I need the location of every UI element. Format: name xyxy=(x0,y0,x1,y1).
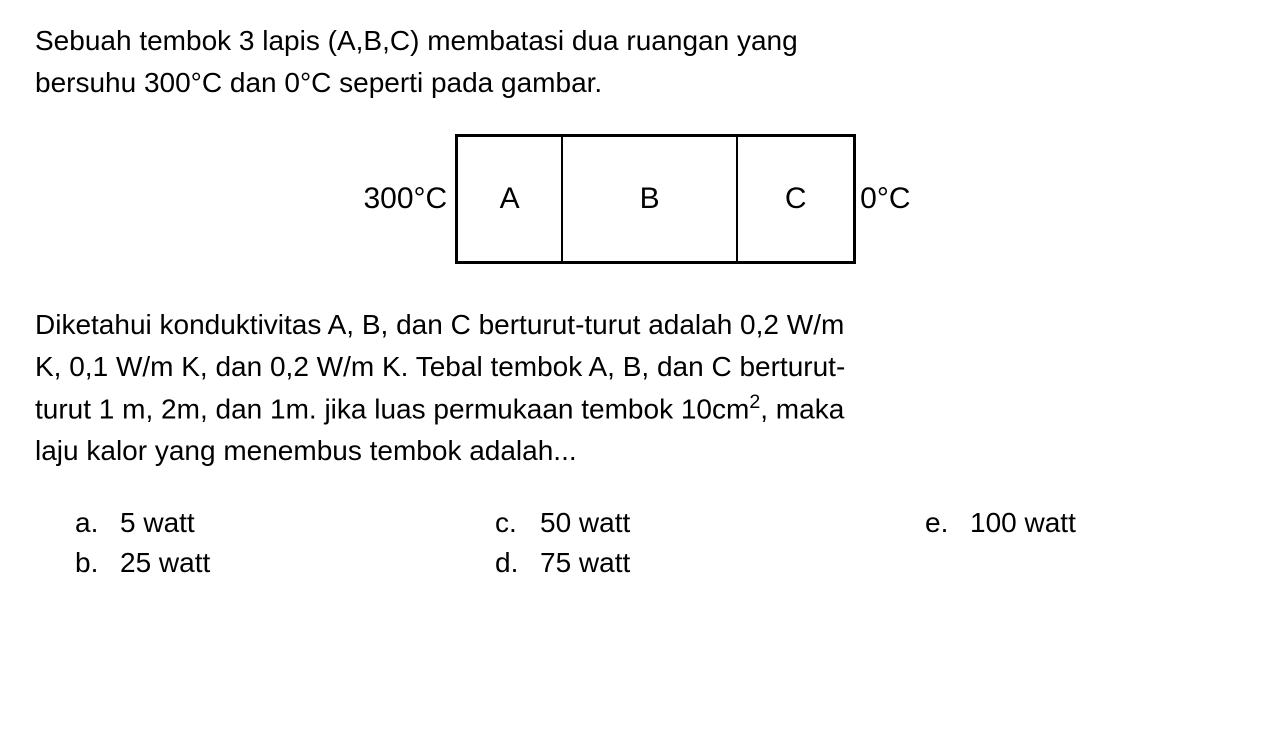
question-intro: Sebuah tembok 3 lapis (A,B,C) membatasi … xyxy=(35,20,1239,104)
option-c-letter: c. xyxy=(495,507,540,539)
desc-line3-post: , maka xyxy=(760,393,844,424)
option-d-letter: d. xyxy=(495,547,540,579)
wall-layer-b: B xyxy=(563,137,738,261)
option-d: d. 75 watt xyxy=(495,547,925,579)
option-a-text: 5 watt xyxy=(120,507,195,539)
desc-line4: laju kalor yang menembus tembok adalah..… xyxy=(35,435,577,466)
option-e: e. 100 watt xyxy=(925,507,1225,539)
options-column-2: c. 50 watt d. 75 watt xyxy=(495,507,925,579)
left-temperature-label: 300°C xyxy=(363,182,447,216)
desc-line3-sup: 2 xyxy=(749,391,760,413)
option-d-text: 75 watt xyxy=(540,547,630,579)
option-e-text: 100 watt xyxy=(970,507,1076,539)
desc-line3-pre: turut 1 m, 2m, dan 1m. jika luas permuka… xyxy=(35,393,749,424)
intro-line2: bersuhu 300°C dan 0°C seperti pada gamba… xyxy=(35,67,602,98)
option-b-text: 25 watt xyxy=(120,547,210,579)
answer-options: a. 5 watt b. 25 watt c. 50 watt d. 75 wa… xyxy=(35,507,1239,579)
desc-line1: Diketahui konduktivitas A, B, dan C bert… xyxy=(35,309,844,340)
option-b: b. 25 watt xyxy=(75,547,495,579)
intro-line1: Sebuah tembok 3 lapis (A,B,C) membatasi … xyxy=(35,25,798,56)
wall-layer-a: A xyxy=(458,137,563,261)
desc-line2: K, 0,1 W/m K, dan 0,2 W/m K. Tebal tembo… xyxy=(35,351,845,382)
wall-diagram: 300°C A B C 0°C xyxy=(35,134,1239,264)
option-a-letter: a. xyxy=(75,507,120,539)
options-column-3: e. 100 watt xyxy=(925,507,1225,579)
wall-layer-c: C xyxy=(738,137,853,261)
option-c-text: 50 watt xyxy=(540,507,630,539)
wall-boxes: A B C xyxy=(455,134,856,264)
right-temperature-label: 0°C xyxy=(860,182,910,216)
option-c: c. 50 watt xyxy=(495,507,925,539)
option-b-letter: b. xyxy=(75,547,120,579)
option-a: a. 5 watt xyxy=(75,507,495,539)
diagram-row: 300°C A B C 0°C xyxy=(363,134,910,264)
option-e-letter: e. xyxy=(925,507,970,539)
options-column-1: a. 5 watt b. 25 watt xyxy=(75,507,495,579)
problem-description: Diketahui konduktivitas A, B, dan C bert… xyxy=(35,304,1239,472)
